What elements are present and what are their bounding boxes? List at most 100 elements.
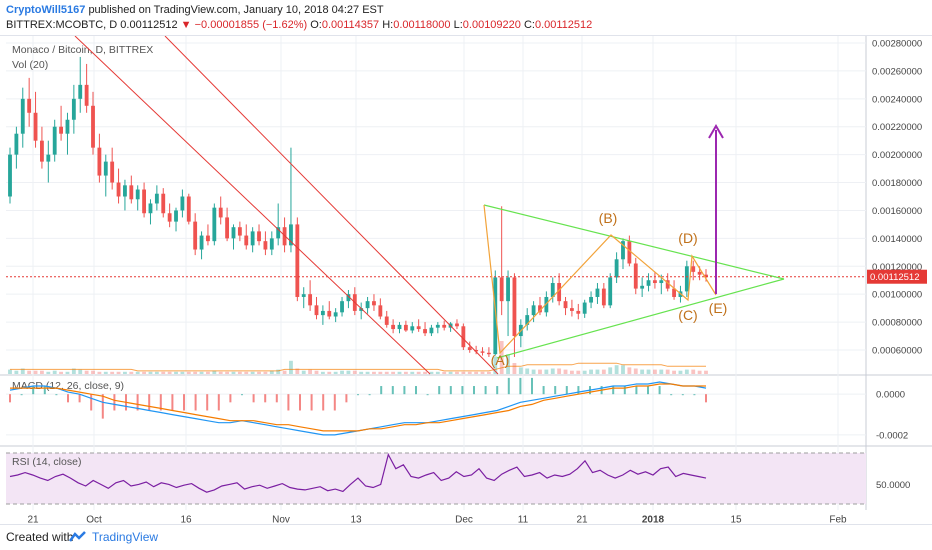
macd-histogram-bar [43, 386, 46, 395]
y-tick-label: 0.00280000 [872, 39, 922, 50]
volume-bar [506, 354, 510, 374]
wave-label: (B) [599, 210, 618, 226]
volume-bar [333, 371, 338, 374]
macd-histogram-bar [519, 377, 522, 395]
macd-histogram-bar [55, 394, 58, 396]
candle-body [244, 235, 249, 246]
volume-bar [314, 370, 319, 374]
volume-bar [301, 370, 306, 374]
macd-histogram-bar [391, 386, 394, 395]
candle-body [640, 285, 645, 289]
volume-bar [193, 371, 198, 374]
volume-bar [461, 371, 466, 374]
volume-bar [576, 370, 581, 374]
candle-body [429, 327, 434, 334]
macd-histogram-bar [681, 394, 684, 396]
candle-body [91, 105, 95, 148]
rsi-y-tick: 50.0000 [876, 480, 910, 491]
y-tick-label: 0.00240000 [872, 94, 922, 105]
volume-bar [289, 360, 293, 374]
macd-histogram-bar [368, 394, 371, 396]
macd-histogram-bar [322, 394, 325, 411]
volume-bar [91, 370, 95, 374]
candle-body [263, 241, 268, 250]
candle-body [289, 224, 293, 246]
volume-bar [550, 368, 555, 374]
created-with-text: Created with [6, 530, 74, 544]
wave-label: (D) [678, 230, 697, 246]
candle-body [544, 296, 549, 313]
candle-body [27, 98, 32, 113]
candle-body [135, 189, 140, 200]
macd-histogram-bar [183, 394, 185, 411]
candle-body [582, 302, 587, 314]
volume-bar [672, 370, 676, 374]
y-tick-label: 0.00260000 [872, 66, 922, 77]
candle-body [474, 350, 479, 352]
candle-body [397, 324, 402, 330]
volume-bar [167, 371, 172, 374]
close-value: 0.00112512 [534, 19, 593, 31]
candle-body [123, 185, 127, 197]
chart-area[interactable]: 21 Oct 16 Nov 13 Dec 11 21 2018 15 Feb 0.00280000 0.… [0, 36, 932, 524]
volume-bar [263, 371, 268, 374]
candle-body [442, 324, 447, 328]
volume-bar [416, 371, 421, 374]
candle-body [384, 316, 389, 325]
candle-body [276, 227, 281, 239]
candle-body [65, 119, 70, 134]
volume-bar [186, 371, 191, 374]
candle-body [621, 241, 625, 260]
macd-histogram-bar [693, 394, 696, 396]
volume-bar [340, 370, 344, 374]
y-tick-label: 0.00200000 [872, 150, 922, 161]
rsi-line [9, 452, 707, 493]
candle-body [365, 301, 370, 309]
macd-histogram-bar [565, 386, 568, 395]
volume-bar [512, 363, 517, 374]
candle-body [257, 231, 261, 242]
volume-bar [614, 365, 619, 374]
candle-body [52, 126, 57, 155]
x-tick-label: 15 [730, 514, 742, 524]
volume-bar [327, 371, 332, 374]
candle-body [646, 280, 651, 286]
volume-bar [589, 369, 593, 374]
volume-bar [46, 371, 51, 374]
signal-line [10, 383, 706, 432]
volume-bar [455, 371, 459, 374]
candle-body [372, 301, 376, 306]
macd-histogram-bar [380, 386, 383, 395]
candle-body [142, 189, 147, 214]
macd-y-tick: 0.0000 [876, 390, 905, 401]
volume-bar [269, 370, 274, 374]
volume-bar [206, 371, 210, 374]
volume-bar [378, 371, 383, 374]
trendline-red [164, 36, 499, 375]
close-label: C: [523, 19, 535, 31]
candle-body [659, 280, 664, 284]
candle-body [103, 161, 108, 176]
candle-body [71, 98, 76, 120]
volume-bar [621, 365, 625, 374]
candle-body [340, 301, 344, 313]
tradingview-logo-icon [68, 531, 86, 542]
volume-bar [684, 369, 689, 374]
macd-histogram-bar [496, 386, 499, 395]
candle-body [653, 280, 657, 284]
high-label: H: [382, 19, 394, 31]
tradingview-brand[interactable]: TradingView [92, 530, 159, 544]
volume-bar [646, 369, 651, 374]
candle-body [186, 196, 191, 222]
macd-histogram-bar [647, 386, 649, 395]
volume-bar [161, 371, 166, 374]
volume-bar [391, 371, 396, 374]
volume-bar [544, 369, 549, 374]
macd-histogram-bar [449, 386, 452, 395]
x-tick-label: Dec [455, 514, 473, 524]
candle-body [614, 259, 619, 278]
volume-bar [429, 371, 434, 374]
x-tick-label: Feb [829, 514, 847, 524]
macd-histogram-bar [287, 394, 290, 411]
author-link[interactable]: CryptoWill5167 [6, 4, 86, 16]
